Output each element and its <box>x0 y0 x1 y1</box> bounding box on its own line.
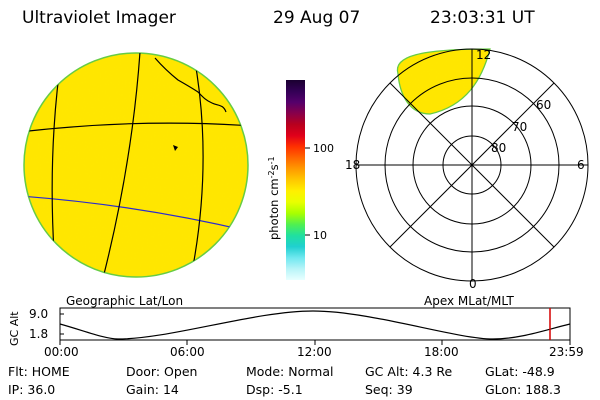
mlt-label-6: 6 <box>577 158 585 172</box>
station-marker <box>173 145 178 151</box>
status-gain: Gain: 14 <box>126 382 179 397</box>
status-seq: Seq: 39 <box>365 382 413 397</box>
latitude-line <box>24 122 248 133</box>
time-label: 23:03:31 UT <box>430 8 535 28</box>
latitude-line <box>24 195 248 233</box>
mlat-label-80: 80 <box>491 141 506 155</box>
y-tick-label: 1.8 <box>29 327 48 341</box>
altitude-frame <box>59 307 571 341</box>
x-tick-label: 18:00 <box>424 345 459 359</box>
instrument-title: Ultraviolet Imager <box>22 8 176 28</box>
earth-limb <box>23 52 249 278</box>
y-tick-label: 9.0 <box>29 307 48 321</box>
earth-disk-image <box>23 52 249 278</box>
status-mode: Mode: Normal <box>246 364 334 379</box>
x-tick-label: 06:00 <box>170 345 205 359</box>
x-tick-label: 12:00 <box>297 345 332 359</box>
altitude-strip: 9.0 1.8 GC Alt 00:00 06:00 12:00 18:00 2… <box>8 307 584 359</box>
mlt-line <box>389 82 555 248</box>
status-gc-alt: GC Alt: 4.3 Re <box>365 364 453 379</box>
mlt-label-12: 12 <box>476 48 491 62</box>
colorbar-tick-label: 100 <box>313 142 334 155</box>
status-door: Door: Open <box>126 364 198 379</box>
x-tick-label: 00:00 <box>44 345 79 359</box>
status-flt: Flt: HOME <box>8 364 70 379</box>
colorbar: 100 10 photon cm-2s-1 <box>267 80 334 280</box>
altitude-curve <box>59 310 571 340</box>
mlat-label-60: 60 <box>536 98 551 112</box>
colorbar-gradient <box>286 80 305 280</box>
mlat-label-70: 70 <box>512 120 527 134</box>
status-ip: IP: 36.0 <box>8 382 56 397</box>
altitude-axis-label: GC Alt <box>8 311 21 346</box>
date-label: 29 Aug 07 <box>273 8 361 28</box>
polar-plot: 60 70 80 12 0 18 6 <box>345 48 589 291</box>
longitude-line <box>189 55 204 277</box>
colorbar-unit-label: photon cm-2s-1 <box>267 156 281 240</box>
longitude-line <box>101 53 141 277</box>
mlt-label-18: 18 <box>345 158 360 172</box>
auroral-oval-edge <box>396 48 491 115</box>
mlt-label-0: 0 <box>469 277 477 291</box>
colorbar-tick-label: 10 <box>313 229 327 242</box>
status-glon: GLon: 188.3 <box>485 382 561 397</box>
status-dsp: Dsp: -5.1 <box>246 382 303 397</box>
coastline <box>154 57 227 113</box>
status-glat: GLat: -48.9 <box>485 364 555 379</box>
geo-plot-title: Geographic Lat/Lon <box>66 294 183 308</box>
polar-plot-title: Apex MLat/MLT <box>424 294 514 308</box>
emission-speckle <box>24 53 248 277</box>
x-tick-label: 23:59 <box>549 345 584 359</box>
